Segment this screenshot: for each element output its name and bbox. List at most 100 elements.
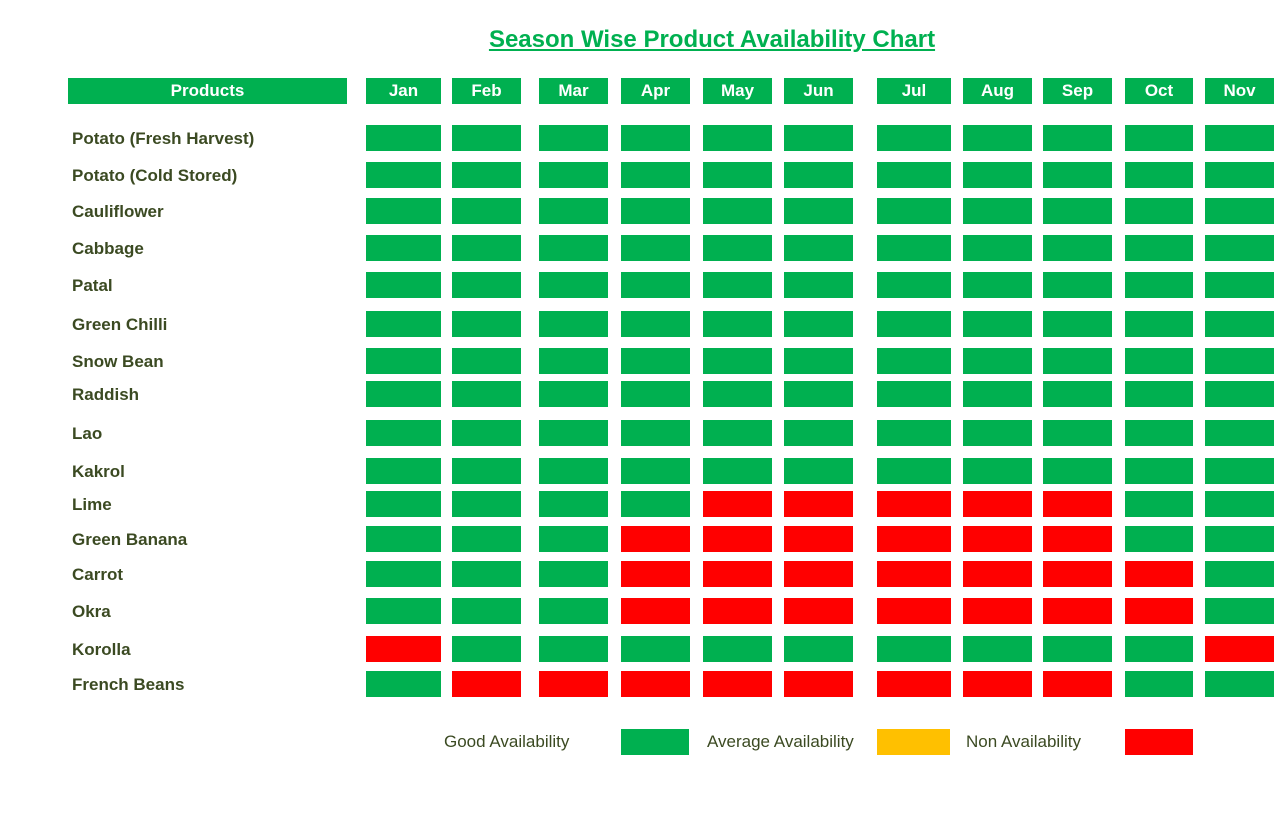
availability-cell xyxy=(1125,458,1193,484)
availability-cell xyxy=(452,561,521,587)
availability-cell xyxy=(877,636,951,662)
availability-cell xyxy=(703,381,772,407)
availability-cell xyxy=(539,311,608,337)
product-label: Cabbage xyxy=(72,239,144,258)
product-label: Korolla xyxy=(72,640,131,659)
availability-cell xyxy=(1125,420,1193,446)
availability-cell xyxy=(1205,235,1274,261)
availability-cell xyxy=(366,235,441,261)
products-header: Products xyxy=(68,78,347,104)
product-label: Lao xyxy=(72,424,103,443)
legend-average-swatch xyxy=(877,729,950,755)
availability-cell xyxy=(963,272,1032,298)
chart-title: Season Wise Product Availability Chart xyxy=(488,26,936,53)
availability-cell xyxy=(784,458,853,484)
availability-cell xyxy=(1043,458,1112,484)
availability-cell xyxy=(877,348,951,374)
availability-cell xyxy=(963,491,1032,517)
availability-cell xyxy=(1043,272,1112,298)
availability-cell xyxy=(621,561,690,587)
availability-cell xyxy=(1125,381,1193,407)
availability-cell xyxy=(366,198,441,224)
availability-cell xyxy=(963,198,1032,224)
product-label: Green Chilli xyxy=(72,315,168,334)
month-header-jun: Jun xyxy=(784,78,853,104)
product-label: Snow Bean xyxy=(72,352,164,371)
availability-cell xyxy=(703,125,772,151)
availability-cell xyxy=(963,162,1032,188)
legend-good-swatch xyxy=(621,729,689,755)
availability-cell xyxy=(703,311,772,337)
availability-cell xyxy=(621,458,690,484)
availability-cell xyxy=(1205,458,1274,484)
availability-cell xyxy=(703,272,772,298)
product-label: Green Banana xyxy=(72,530,188,549)
availability-cell xyxy=(539,491,608,517)
availability-cell xyxy=(1125,491,1193,517)
availability-cell xyxy=(703,671,772,697)
availability-cell xyxy=(1125,125,1193,151)
availability-cell xyxy=(877,491,951,517)
availability-cell xyxy=(1043,381,1112,407)
legend-good-label: Good Availability xyxy=(444,732,570,751)
availability-cell xyxy=(1043,420,1112,446)
availability-cell xyxy=(452,235,521,261)
availability-cell xyxy=(703,235,772,261)
availability-cell xyxy=(452,162,521,188)
availability-cell xyxy=(703,636,772,662)
availability-cell xyxy=(963,311,1032,337)
availability-cell xyxy=(877,671,951,697)
month-header-oct: Oct xyxy=(1125,78,1193,104)
availability-cell xyxy=(703,526,772,552)
availability-cell xyxy=(1043,198,1112,224)
availability-cell xyxy=(1043,125,1112,151)
availability-cell xyxy=(877,235,951,261)
product-label: Raddish xyxy=(72,385,140,404)
availability-cell xyxy=(784,162,853,188)
availability-cell xyxy=(366,671,441,697)
availability-cell xyxy=(784,235,853,261)
availability-cell xyxy=(963,598,1032,624)
availability-cell xyxy=(1043,671,1112,697)
availability-cell xyxy=(366,311,441,337)
availability-cell xyxy=(539,636,608,662)
availability-cell xyxy=(621,381,690,407)
availability-cell xyxy=(877,272,951,298)
availability-cell xyxy=(621,598,690,624)
availability-cell xyxy=(1043,561,1112,587)
availability-cell xyxy=(1205,348,1274,374)
availability-cell xyxy=(1205,162,1274,188)
availability-cell xyxy=(1125,162,1193,188)
product-label: Carrot xyxy=(72,565,124,584)
availability-cell xyxy=(1205,272,1274,298)
availability-cell xyxy=(877,125,951,151)
availability-cell xyxy=(784,636,853,662)
availability-cell xyxy=(366,272,441,298)
availability-cell xyxy=(784,526,853,552)
availability-cell xyxy=(877,198,951,224)
availability-cell xyxy=(784,561,853,587)
availability-cell xyxy=(539,198,608,224)
availability-cell xyxy=(452,671,521,697)
availability-cell xyxy=(963,671,1032,697)
availability-cell xyxy=(539,348,608,374)
availability-cell xyxy=(452,272,521,298)
availability-cell xyxy=(452,491,521,517)
legend-average-label: Average Availability xyxy=(707,732,854,751)
month-header-jul: Jul xyxy=(877,78,951,104)
availability-cell xyxy=(452,458,521,484)
product-label: Patal xyxy=(72,276,113,295)
availability-cell xyxy=(1205,491,1274,517)
availability-cell xyxy=(621,311,690,337)
availability-cell xyxy=(963,125,1032,151)
availability-cell xyxy=(452,526,521,552)
availability-cell xyxy=(784,348,853,374)
availability-cell xyxy=(539,381,608,407)
product-label: Potato (Fresh Harvest) xyxy=(72,129,255,148)
availability-cell xyxy=(539,125,608,151)
availability-cell xyxy=(1205,125,1274,151)
availability-cell xyxy=(1205,636,1274,662)
month-header-mar: Mar xyxy=(539,78,608,104)
availability-cell xyxy=(703,420,772,446)
availability-cell xyxy=(1125,198,1193,224)
